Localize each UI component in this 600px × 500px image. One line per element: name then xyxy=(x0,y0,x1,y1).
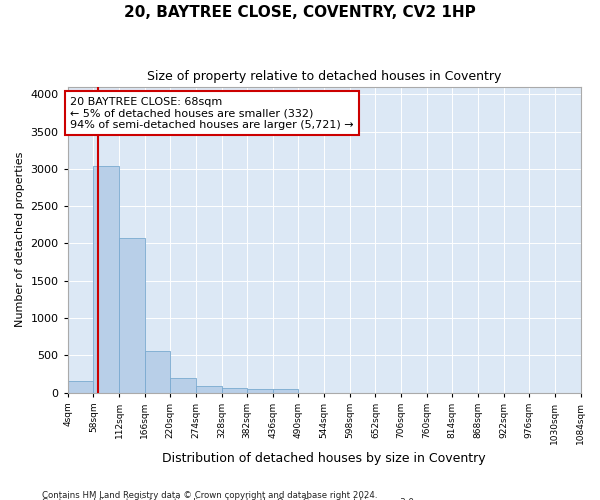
Bar xyxy=(119,238,145,392)
Bar xyxy=(94,166,119,392)
Title: Size of property relative to detached houses in Coventry: Size of property relative to detached ho… xyxy=(147,70,501,83)
Bar xyxy=(247,389,273,392)
Text: 20, BAYTREE CLOSE, COVENTRY, CV2 1HP: 20, BAYTREE CLOSE, COVENTRY, CV2 1HP xyxy=(124,5,476,20)
Bar xyxy=(145,351,170,393)
Bar xyxy=(221,388,247,392)
Text: Contains public sector information licensed under the Open Government Licence v3: Contains public sector information licen… xyxy=(42,498,416,500)
Text: 20 BAYTREE CLOSE: 68sqm
← 5% of detached houses are smaller (332)
94% of semi-de: 20 BAYTREE CLOSE: 68sqm ← 5% of detached… xyxy=(70,96,354,130)
X-axis label: Distribution of detached houses by size in Coventry: Distribution of detached houses by size … xyxy=(162,452,486,465)
Bar xyxy=(273,389,298,392)
Text: Contains HM Land Registry data © Crown copyright and database right 2024.: Contains HM Land Registry data © Crown c… xyxy=(42,490,377,500)
Bar xyxy=(68,382,94,392)
Bar xyxy=(170,378,196,392)
Y-axis label: Number of detached properties: Number of detached properties xyxy=(15,152,25,328)
Bar xyxy=(196,386,221,392)
